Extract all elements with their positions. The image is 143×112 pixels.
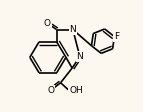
Text: N: N [77, 52, 83, 61]
Text: O: O [44, 19, 51, 28]
Text: F: F [114, 32, 120, 41]
Text: OH: OH [69, 86, 83, 95]
Text: N: N [69, 25, 76, 34]
Text: O: O [47, 86, 54, 95]
